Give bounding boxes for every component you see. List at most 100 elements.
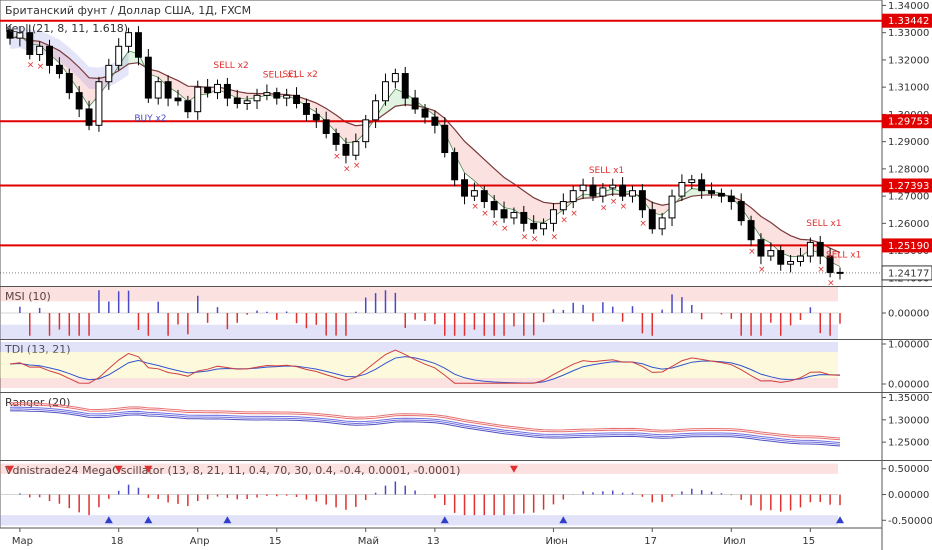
sell-cross-marker: × bbox=[531, 235, 539, 245]
level-tag-label: 1.33442 bbox=[888, 16, 929, 27]
candle-body bbox=[125, 32, 133, 47]
candle-body bbox=[767, 250, 775, 257]
sell-cross-marker: × bbox=[600, 204, 608, 214]
candle-body bbox=[382, 81, 389, 102]
x-tick-label: 15 bbox=[269, 536, 282, 547]
kepl-band-segment bbox=[177, 80, 188, 102]
kepl-slow-line bbox=[9, 36, 841, 254]
mega-sell-triangle bbox=[144, 465, 153, 473]
candle-body bbox=[638, 190, 646, 211]
sell-cross-marker: × bbox=[333, 152, 341, 162]
candle-body bbox=[451, 152, 459, 181]
candle-body bbox=[362, 119, 370, 143]
candle-body bbox=[184, 100, 192, 113]
sell-cross-marker: × bbox=[560, 216, 568, 226]
candle-body bbox=[243, 100, 251, 105]
signal-label: SELL x1 bbox=[806, 219, 841, 229]
x-tick-label: 18 bbox=[111, 536, 124, 547]
candle-body bbox=[816, 241, 824, 257]
candle-body bbox=[233, 97, 241, 105]
candle-body bbox=[510, 211, 518, 219]
sell-cross-marker: × bbox=[550, 233, 558, 243]
pane-tick-label: 1.00000 bbox=[888, 340, 929, 351]
y-tick-label: 1.33000 bbox=[888, 28, 929, 39]
level-tag bbox=[882, 178, 932, 193]
kepl-band-segment bbox=[751, 207, 761, 238]
candle-body bbox=[717, 192, 725, 197]
candle-body bbox=[115, 45, 123, 66]
candle-body bbox=[411, 97, 419, 110]
mega-sell-triangle bbox=[509, 465, 518, 473]
signal-label: SELL x1 bbox=[589, 166, 624, 176]
candle-body bbox=[619, 184, 627, 197]
candle-body bbox=[500, 209, 508, 219]
tdi-line-red bbox=[9, 349, 841, 384]
sell-cross-marker: × bbox=[610, 197, 618, 207]
pane-tick-label: 0.00000 bbox=[888, 309, 929, 320]
signal-label: BUY x2 bbox=[134, 114, 166, 124]
level-tag-label: 1.25190 bbox=[888, 241, 929, 252]
sell-cross-marker: × bbox=[343, 164, 351, 174]
level-tag-label: 1.27393 bbox=[888, 181, 929, 192]
x-tick-label: Мар bbox=[12, 536, 33, 547]
tdi-mid-zone bbox=[0, 352, 838, 378]
candle-body bbox=[26, 32, 34, 55]
candle-body bbox=[747, 220, 755, 241]
candle-body bbox=[283, 94, 291, 99]
candle-body bbox=[490, 201, 498, 211]
mega-sell-triangle bbox=[6, 465, 14, 473]
x-tick-label: Июл bbox=[723, 536, 745, 547]
ranger-line bbox=[9, 408, 841, 445]
candle-body bbox=[391, 73, 399, 83]
pane-tick-label: 1.35000 bbox=[888, 393, 929, 404]
candle-body bbox=[559, 201, 567, 211]
sell-cross-marker: × bbox=[471, 202, 479, 212]
candle-body bbox=[609, 184, 617, 189]
ranger-line bbox=[9, 403, 841, 441]
pane-label: MSI (10) bbox=[5, 290, 51, 303]
kepl-fast-line bbox=[9, 35, 841, 268]
candle-body bbox=[214, 83, 221, 94]
candle-body bbox=[36, 45, 44, 55]
mega-buy-triangle bbox=[144, 516, 153, 524]
mega-buy-triangle bbox=[223, 516, 232, 524]
level-tag bbox=[882, 238, 932, 253]
candle-body bbox=[648, 209, 656, 230]
signal-label: SELL x1 bbox=[826, 250, 861, 260]
msi-lower-zone bbox=[0, 324, 838, 339]
candle-body bbox=[530, 222, 538, 230]
kepl-band-segment bbox=[69, 58, 80, 91]
mega-lower-zone bbox=[0, 515, 838, 526]
pane-tick-label: 1.25000 bbox=[888, 438, 929, 449]
kepl-band-segment bbox=[79, 67, 90, 107]
candle-body bbox=[480, 190, 488, 203]
candle-body bbox=[540, 222, 548, 230]
candle-body bbox=[342, 143, 350, 156]
kepl-band-segment bbox=[484, 159, 495, 199]
ranger-line bbox=[9, 402, 841, 439]
candle-body bbox=[312, 113, 320, 121]
sell-cross-marker: × bbox=[353, 161, 361, 171]
chart-title: Британский фунт / Доллар США, 1Д, FXCM bbox=[5, 4, 251, 17]
candle-body bbox=[787, 260, 795, 265]
candle-body bbox=[431, 116, 439, 126]
y-tick-label: 1.27000 bbox=[888, 192, 929, 203]
level-tag-label: 1.29753 bbox=[888, 117, 929, 128]
kepl-band-segment bbox=[237, 91, 248, 100]
last-price-tag bbox=[881, 265, 932, 281]
candle-body bbox=[302, 103, 310, 115]
sell-cross-marker: × bbox=[501, 224, 509, 234]
sell-cross-marker: × bbox=[481, 209, 489, 219]
candle-body bbox=[332, 132, 340, 145]
sell-cross-marker: × bbox=[491, 219, 499, 229]
sell-cross-marker: × bbox=[521, 233, 529, 243]
pane-tick-label: 0.00000 bbox=[888, 380, 929, 391]
pane-tick-label: 1.30000 bbox=[888, 415, 929, 426]
kepl-band-segment bbox=[760, 216, 771, 244]
kepl-band-segment bbox=[494, 168, 505, 208]
mega-buy-triangle bbox=[836, 516, 844, 524]
candle-body bbox=[461, 179, 468, 197]
candle-body bbox=[65, 73, 73, 94]
candle-body bbox=[658, 217, 666, 230]
